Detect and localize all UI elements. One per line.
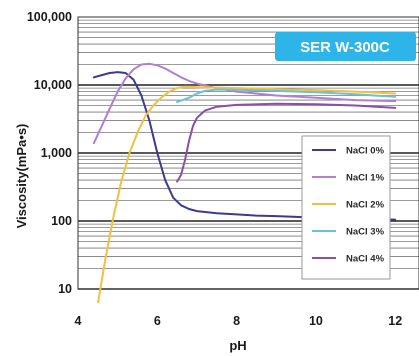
legend-label: NaCl 0%	[346, 146, 385, 157]
x-tick-label: 12	[388, 314, 402, 328]
x-tick-label: 10	[309, 314, 323, 328]
x-tick-label: 6	[154, 314, 161, 328]
chart-title: SER W-300C	[300, 39, 390, 56]
legend: NaCl 0% NaCl 1% NaCl 2% NaCl 3% NaCl 4%	[301, 135, 391, 280]
x-axis-title: pH	[229, 338, 246, 353]
y-tick-labels: 10 100 1,000 10,000 100,000	[27, 10, 72, 296]
legend-label: NaCl 4%	[346, 254, 385, 265]
plot-frame	[77, 16, 419, 290]
legend-label: NaCl 3%	[346, 227, 385, 238]
y-tick-label: 100	[51, 214, 72, 228]
legend-items: NaCl 0% NaCl 1% NaCl 2% NaCl 3% NaCl 4%	[312, 146, 385, 265]
series-line-2	[96, 85, 397, 303]
legend-label: NaCl 1%	[346, 173, 385, 184]
legend-label: NaCl 2%	[346, 200, 385, 211]
x-tick-label: 8	[233, 314, 240, 328]
x-tick-label: 4	[75, 314, 82, 328]
x-tick-labels: 4 6 8 10 12	[75, 314, 403, 328]
title-badge-background	[275, 32, 416, 61]
series-line-4	[176, 102, 397, 183]
y-tick-label: 10	[58, 282, 72, 296]
y-tick-label: 10,000	[34, 78, 72, 92]
title-badge: SER W-300C	[275, 32, 416, 61]
y-tick-label: 1,000	[41, 146, 72, 160]
y-tick-label: 100,000	[27, 10, 72, 24]
y-axis-title: Viscosity(mPa•s)	[14, 124, 29, 229]
series-line-3	[176, 88, 397, 104]
legend-box	[301, 135, 391, 280]
series-line-1	[92, 62, 397, 145]
